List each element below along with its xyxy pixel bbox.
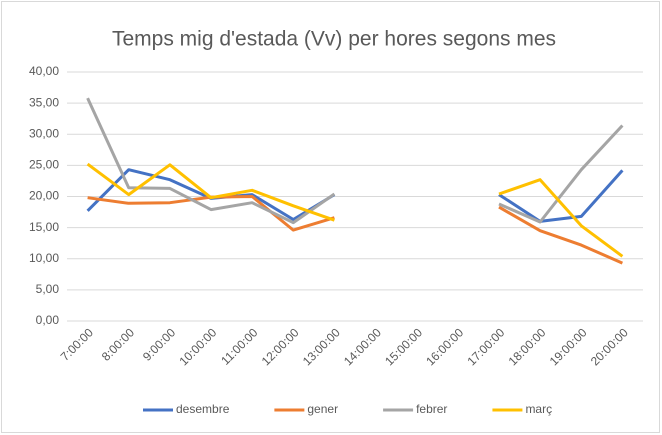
legend-label: febrer xyxy=(416,402,447,416)
y-tick-label: 20,00 xyxy=(29,189,59,203)
legend-label: desembre xyxy=(176,402,230,416)
chart-title: Temps mig d'estada (Vv) per hores segons… xyxy=(112,28,556,51)
y-tick-label: 0,00 xyxy=(36,313,60,327)
y-tick-label: 5,00 xyxy=(36,282,60,296)
legend-label: gener xyxy=(307,402,338,416)
legend-label: març xyxy=(525,402,552,416)
y-tick-label: 35,00 xyxy=(29,95,59,109)
y-tick-label: 10,00 xyxy=(29,251,59,265)
y-tick-label: 40,00 xyxy=(29,64,59,78)
series-line xyxy=(86,162,624,258)
y-tick-label: 15,00 xyxy=(29,220,59,234)
series-line xyxy=(86,97,624,225)
y-tick-label: 30,00 xyxy=(29,126,59,140)
y-tick-label: 25,00 xyxy=(29,158,59,172)
